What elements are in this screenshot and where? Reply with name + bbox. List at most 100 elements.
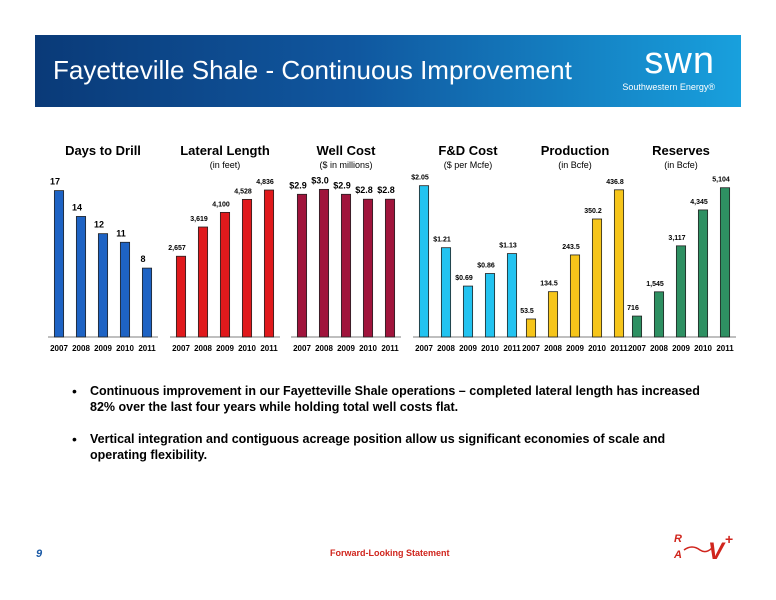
chart-title: Production (541, 143, 610, 158)
data-label: 350.2 (584, 208, 602, 215)
bar (506, 253, 518, 338)
data-label: $0.86 (477, 263, 495, 270)
bar (241, 198, 253, 338)
data-label: $2.8 (377, 185, 395, 195)
data-label: 4,836 (256, 179, 274, 186)
chart-title: Lateral Length (180, 143, 270, 158)
bar (631, 315, 643, 338)
chart-title: Well Cost (317, 143, 377, 158)
x-tick-label: 2010 (359, 344, 377, 353)
bar (318, 188, 330, 338)
bar (462, 285, 474, 338)
bar (175, 255, 187, 338)
data-label: 243.5 (562, 244, 580, 251)
x-tick-label: 2009 (459, 344, 477, 353)
x-tick-label: 2011 (138, 344, 156, 353)
x-tick-label: 2011 (260, 344, 278, 353)
bar (675, 245, 687, 338)
data-label: 4,345 (690, 199, 708, 206)
x-tick-label: 2007 (415, 344, 433, 353)
data-label: 3,117 (668, 235, 685, 242)
bar (340, 193, 352, 338)
bar (119, 241, 131, 338)
x-tick-label: 2008 (650, 344, 668, 353)
svg-text:A: A (673, 549, 682, 561)
svg-text:V: V (708, 538, 726, 564)
data-label: 17 (50, 177, 60, 187)
data-label: 1,545 (646, 281, 664, 288)
svg-text:+: + (725, 531, 733, 547)
x-tick-label: 2009 (672, 344, 690, 353)
bullet-text: Continuous improvement in our Fayettevil… (90, 384, 700, 414)
company-logo-subtext: Southwestern Energy® (622, 82, 715, 92)
page-title: Fayetteville Shale - Continuous Improvem… (53, 55, 572, 85)
data-label: 5,104 (712, 177, 730, 184)
x-tick-label: 2010 (238, 344, 256, 353)
data-label: 11 (116, 228, 126, 238)
data-label: 8 (140, 254, 145, 264)
x-tick-label: 2010 (481, 344, 499, 353)
data-label: 134.5 (540, 281, 558, 288)
charts-panel: Days to Drill 17 2007 14 2008 12 2009 11 2010 8 20… (48, 143, 736, 353)
x-tick-label: 2008 (194, 344, 212, 353)
bar (75, 216, 87, 338)
chart-subtitle: ($ per Mcfe) (444, 160, 493, 170)
bar (418, 185, 430, 338)
x-tick-label: 2011 (610, 344, 628, 353)
data-label: $2.9 (333, 180, 351, 190)
x-tick-label: 2009 (337, 344, 355, 353)
bullet-text: Vertical integration and contiguous acre… (90, 432, 666, 462)
x-tick-label: 2007 (293, 344, 311, 353)
svg-text:R: R (674, 533, 682, 545)
bar (547, 291, 559, 338)
x-tick-label: 2010 (588, 344, 606, 353)
chart-title: F&D Cost (438, 143, 498, 158)
bar (263, 189, 275, 338)
x-tick-label: 2011 (381, 344, 399, 353)
bar (384, 198, 396, 338)
data-label: 2,657 (168, 245, 186, 252)
forward-looking-statement-link[interactable]: Forward-Looking Statement (330, 548, 450, 558)
data-label: 14 (72, 202, 82, 212)
data-label: 4,100 (212, 201, 230, 208)
chart-subtitle: ($ in millions) (319, 160, 372, 170)
company-logo: swn (644, 40, 715, 82)
x-tick-label: 2011 (503, 344, 521, 353)
bar (440, 247, 452, 338)
bar (141, 267, 153, 338)
chart-subtitle: (in Bcfe) (664, 160, 698, 170)
x-tick-label: 2007 (522, 344, 540, 353)
bullet-point-icon: • (72, 383, 77, 399)
data-label: 12 (94, 220, 104, 230)
data-label: $1.21 (433, 237, 451, 244)
x-tick-label: 2007 (628, 344, 646, 353)
bar (591, 218, 603, 338)
bullet-item: • Continuous improvement in our Fayettev… (72, 383, 712, 415)
data-label: 716 (627, 305, 639, 312)
bar (197, 226, 209, 338)
bullet-list: • Continuous improvement in our Fayettev… (72, 383, 712, 479)
data-label: $1.13 (499, 243, 517, 250)
data-label: $2.9 (289, 180, 307, 190)
bar (296, 193, 308, 338)
chart-title: Reserves (652, 143, 710, 158)
data-label: 53.5 (520, 308, 534, 315)
bar (484, 273, 496, 338)
x-tick-label: 2008 (544, 344, 562, 353)
bar (53, 190, 65, 338)
chart-subtitle: (in Bcfe) (558, 160, 592, 170)
bar (613, 189, 625, 338)
bar (653, 291, 665, 338)
data-label: 3,619 (190, 216, 208, 223)
x-tick-label: 2009 (566, 344, 584, 353)
bar (525, 318, 537, 338)
bullet-item: • Vertical integration and contiguous ac… (72, 431, 712, 463)
data-label: $3.0 (311, 175, 329, 185)
rav-logo: R A V + (673, 531, 733, 564)
data-label: 436.8 (606, 179, 624, 186)
bar (97, 233, 109, 338)
data-label: $0.69 (455, 275, 473, 282)
x-tick-label: 2011 (716, 344, 734, 353)
x-tick-label: 2009 (216, 344, 234, 353)
x-tick-label: 2009 (94, 344, 112, 353)
